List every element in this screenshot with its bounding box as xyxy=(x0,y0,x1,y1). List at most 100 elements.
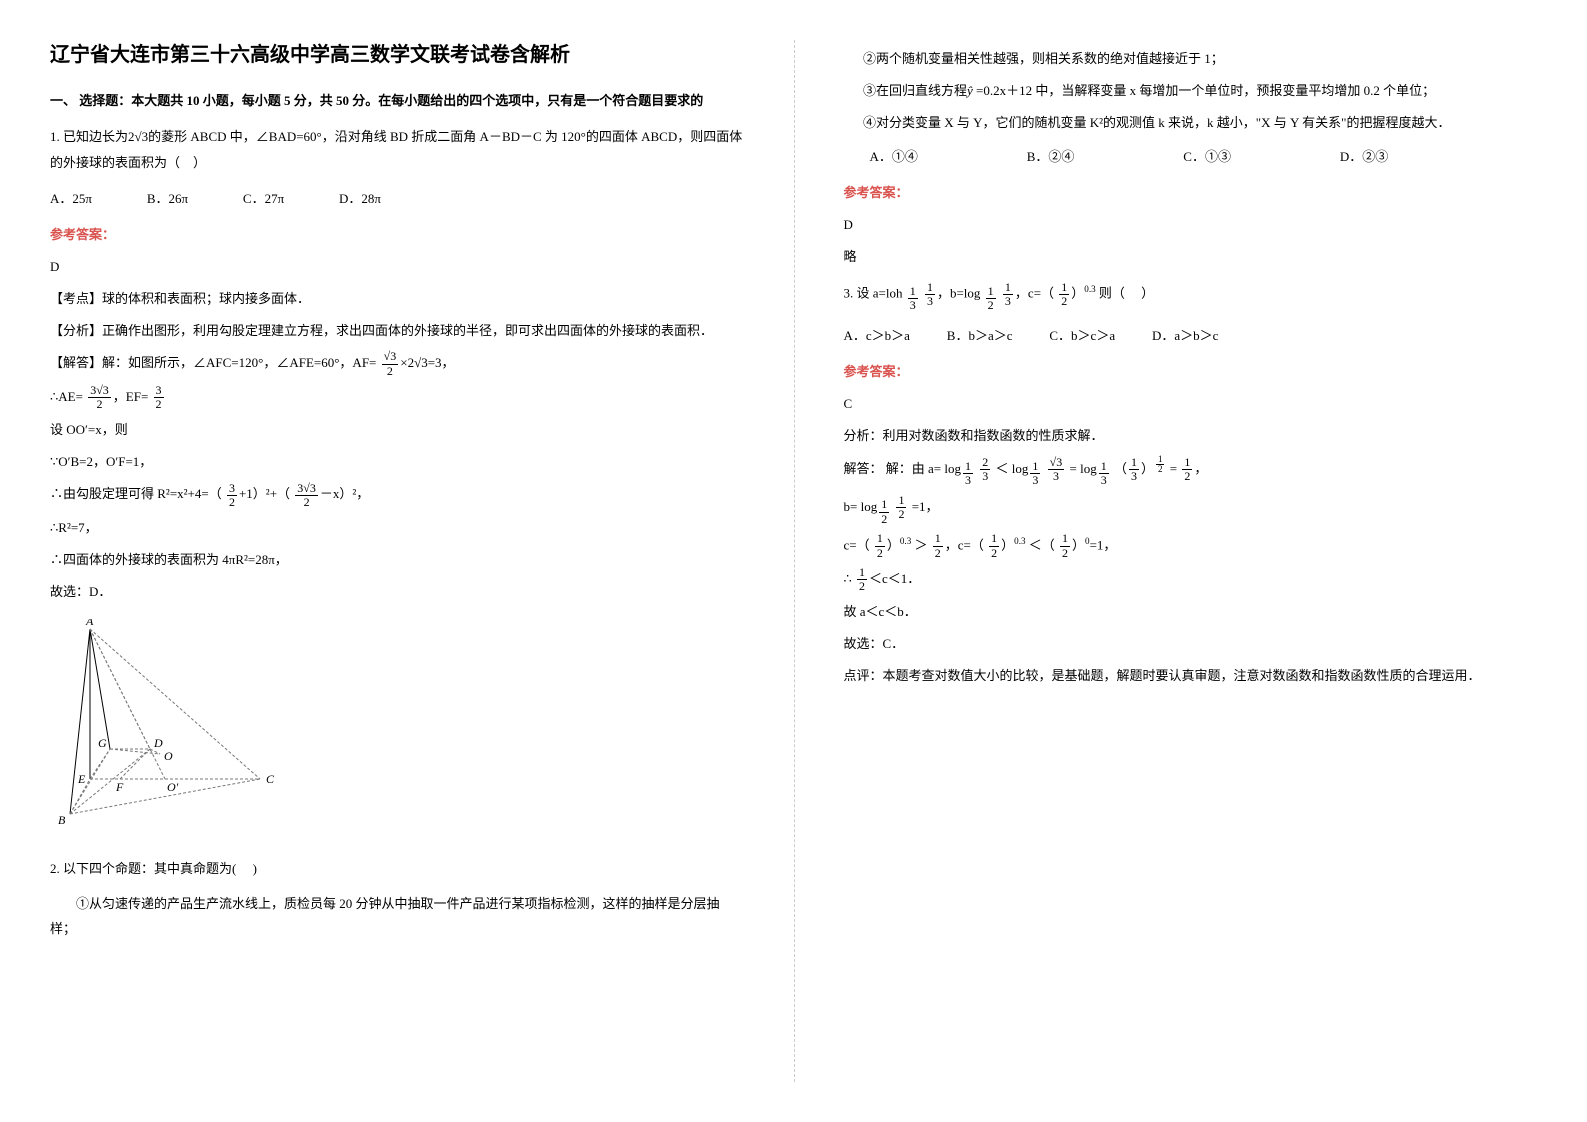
q3-jd1-lt: ＜ xyxy=(996,460,1012,475)
log-sym-1: log xyxy=(944,460,961,475)
log-sym-4: log xyxy=(861,499,878,514)
q3-dp-label: 点评： xyxy=(844,668,883,683)
frac-1-3c: 13 xyxy=(1003,281,1013,308)
svg-text:C: C xyxy=(266,772,275,786)
q3-jd3-m4: ） xyxy=(1072,537,1085,552)
svg-text:A: A xyxy=(85,619,94,628)
q1-jieda-2: ∴AE= 3√32，EF= 32 xyxy=(50,384,744,412)
column-divider xyxy=(794,40,795,1082)
q1-jieda-1: 【解答】解：如图所示，∠AFC=120°，∠AFE=60°，AF= √32×2√… xyxy=(50,350,744,378)
frac-1-2a: 12 xyxy=(986,285,996,312)
q1-jieda-4: ∵O′B=2，O′F=1， xyxy=(50,449,744,475)
q1-jieda-6: ∴R²=7， xyxy=(50,515,744,541)
q1-stem-pre: 1. 已知边长为 xyxy=(50,129,128,144)
q2-options: A．①④ B．②④ C．①③ D．②③ xyxy=(844,144,1538,170)
q1-opt-c: C．27π xyxy=(243,186,284,212)
q3-jd3-pre: c=（ xyxy=(844,537,870,552)
svg-text:B: B xyxy=(58,813,66,827)
q1-jd1-post: =3， xyxy=(428,355,455,370)
exp-03a: 0.3 xyxy=(900,536,911,546)
doc-title: 辽宁省大连市第三十六高级中学高三数学文联考试卷含解析 xyxy=(50,40,744,70)
q1-jd5-mid: +1）²+（ xyxy=(239,486,290,501)
q2-opt-d: D．②③ xyxy=(1340,144,1388,170)
q3-jd-3: c=（ 12）0.3 ＞ 12，c=（ 12）0.3 ＜（ 12）0=1， xyxy=(844,532,1538,560)
q3-fx-text: 利用对数函数和指数函数的性质求解． xyxy=(883,428,1104,443)
q3-dianping: 点评：本题考查对数值大小的比较，是基础题，解题时要认真审题，注意对数函数和指数函… xyxy=(844,663,1538,689)
frac-3r3-2b: 3√32 xyxy=(295,482,318,509)
q1-jd2-mid: ，EF= xyxy=(113,389,149,404)
frac-1-3b: 13 xyxy=(925,281,935,308)
q1-jieda-8: 故选：D． xyxy=(50,579,744,605)
q3-answer: C xyxy=(844,391,1538,417)
q3-jd-2: b= log12 12 =1， xyxy=(844,494,1538,526)
q1-fx-label: 【分析】 xyxy=(50,323,102,338)
q3-m1: ，b=log xyxy=(937,285,980,300)
frac-1-2g: 12 xyxy=(875,532,885,559)
frac-1-2d: 12 xyxy=(1182,456,1192,483)
left-column: 辽宁省大连市第三十六高级中学高三数学文联考试卷含解析 一、 选择题：本大题共 1… xyxy=(0,0,794,1122)
frac-3-2b: 32 xyxy=(227,482,237,509)
q1-jd-label: 【解答】 xyxy=(50,355,102,370)
svg-text:G: G xyxy=(98,736,107,750)
q3-jd-4: ∴ 12＜c＜1． xyxy=(844,566,1538,594)
q3-jd1-pre: 解：由 a= xyxy=(886,460,941,475)
q2-answer: D xyxy=(844,212,1538,238)
log-sym-3: log xyxy=(1080,460,1097,475)
q3-jd-label: 解答： xyxy=(844,460,883,475)
frac-1-2f: 12 xyxy=(896,494,906,521)
q3-jd-1: 解答： 解：由 a= log13 23 ＜ log13 √33 = log13 … xyxy=(844,455,1538,488)
frac-1-3e: 13 xyxy=(1030,460,1040,487)
q1-jd5-post: －x）²， xyxy=(320,486,369,501)
mult-sym: × xyxy=(400,355,407,370)
frac-1-2c: 12 xyxy=(1156,455,1165,476)
q1-jd2-pre: ∴AE= xyxy=(50,389,83,404)
q3-exp: 0.3 xyxy=(1084,284,1095,294)
q1-fenxi: 【分析】正确作出图形，利用勾股定理建立方程，求出四面体的外接球的半径，即可求出四… xyxy=(50,318,744,344)
q1-jieda-3: 设 OO′=x，则 xyxy=(50,417,744,443)
q1-answer: D xyxy=(50,254,744,280)
q3-pre: 3. 设 a=loh xyxy=(844,285,903,300)
frac-1-3d: 13 xyxy=(963,460,973,487)
q3-fenxi: 分析：利用对数函数和指数函数的性质求解． xyxy=(844,423,1538,449)
q3-jd-5: 故 a＜c＜b． xyxy=(844,599,1538,625)
frac-1-3g: 13 xyxy=(1129,456,1139,483)
frac-2-3a: 23 xyxy=(980,456,990,483)
q3-opt-b: B．b＞a＞c xyxy=(947,323,1013,349)
frac-r3-3a: √33 xyxy=(1048,456,1065,483)
q1-kaodian: 【考点】球的体积和表面积；球内接多面体． xyxy=(50,286,744,312)
frac-1-2k: 12 xyxy=(857,566,867,593)
q1-jd5-pre: ∴由勾股定理可得 R²=x²+4=（ xyxy=(50,486,222,501)
q3-jd4-pre: ∴ xyxy=(844,571,852,586)
frac-1-2j: 12 xyxy=(1060,532,1070,559)
right-column: ②两个随机变量相关性越强，则相关系数的绝对值越接近于 1； ③在回归直线方程ŷ … xyxy=(794,0,1587,1122)
q3-jd2-pre: b= xyxy=(844,499,858,514)
q3-jd3-gt: ＞ xyxy=(911,537,927,552)
log-sym-2: log xyxy=(1012,460,1029,475)
tetrahedron-diagram: ABEFGDOO′C xyxy=(50,619,280,829)
q3-dp-text: 本题考查对数值大小的比较，是基础题，解题时要认真审题，注意对数函数和指数函数性质… xyxy=(883,668,1481,683)
q1-stem-val: 2√3 xyxy=(128,129,148,144)
question-1: 1. 已知边长为2√3的菱形 ABCD 中，∠BAD=60°，沿对角线 BD 折… xyxy=(50,124,744,176)
exp-03b: 0.3 xyxy=(1014,536,1025,546)
svg-text:O′: O′ xyxy=(167,780,179,794)
q3-m3: ） xyxy=(1071,285,1084,300)
q1-jieda-7: ∴四面体的外接球的表面积为 4πR²=28π， xyxy=(50,547,744,573)
frac-1-2h: 12 xyxy=(933,532,943,559)
frac-r3-2: √32 xyxy=(382,350,399,377)
svg-text:O: O xyxy=(164,749,173,763)
frac-1-2e: 12 xyxy=(879,498,889,525)
frac-1-2i: 12 xyxy=(989,532,999,559)
q3-jd3-m3: ） xyxy=(1001,537,1014,552)
q1-kd-label: 【考点】 xyxy=(50,291,102,306)
svg-text:D: D xyxy=(153,736,163,750)
q3-opt-d: D．a＞b＞c xyxy=(1152,323,1218,349)
frac-1-3f: 13 xyxy=(1099,460,1109,487)
q2-answer-label: 参考答案： xyxy=(844,180,1538,206)
frac-1-3a: 13 xyxy=(908,285,918,312)
q3-jd4-post: ＜c＜1． xyxy=(869,571,920,586)
q3-opt-c: C．b＞c＞a xyxy=(1049,323,1115,349)
q3-m2: ，c=（ xyxy=(1015,285,1054,300)
frac-3r3-2a: 3√32 xyxy=(88,384,111,411)
q1-opt-a: A．25π xyxy=(50,186,92,212)
q3-fx-label: 分析： xyxy=(844,428,883,443)
